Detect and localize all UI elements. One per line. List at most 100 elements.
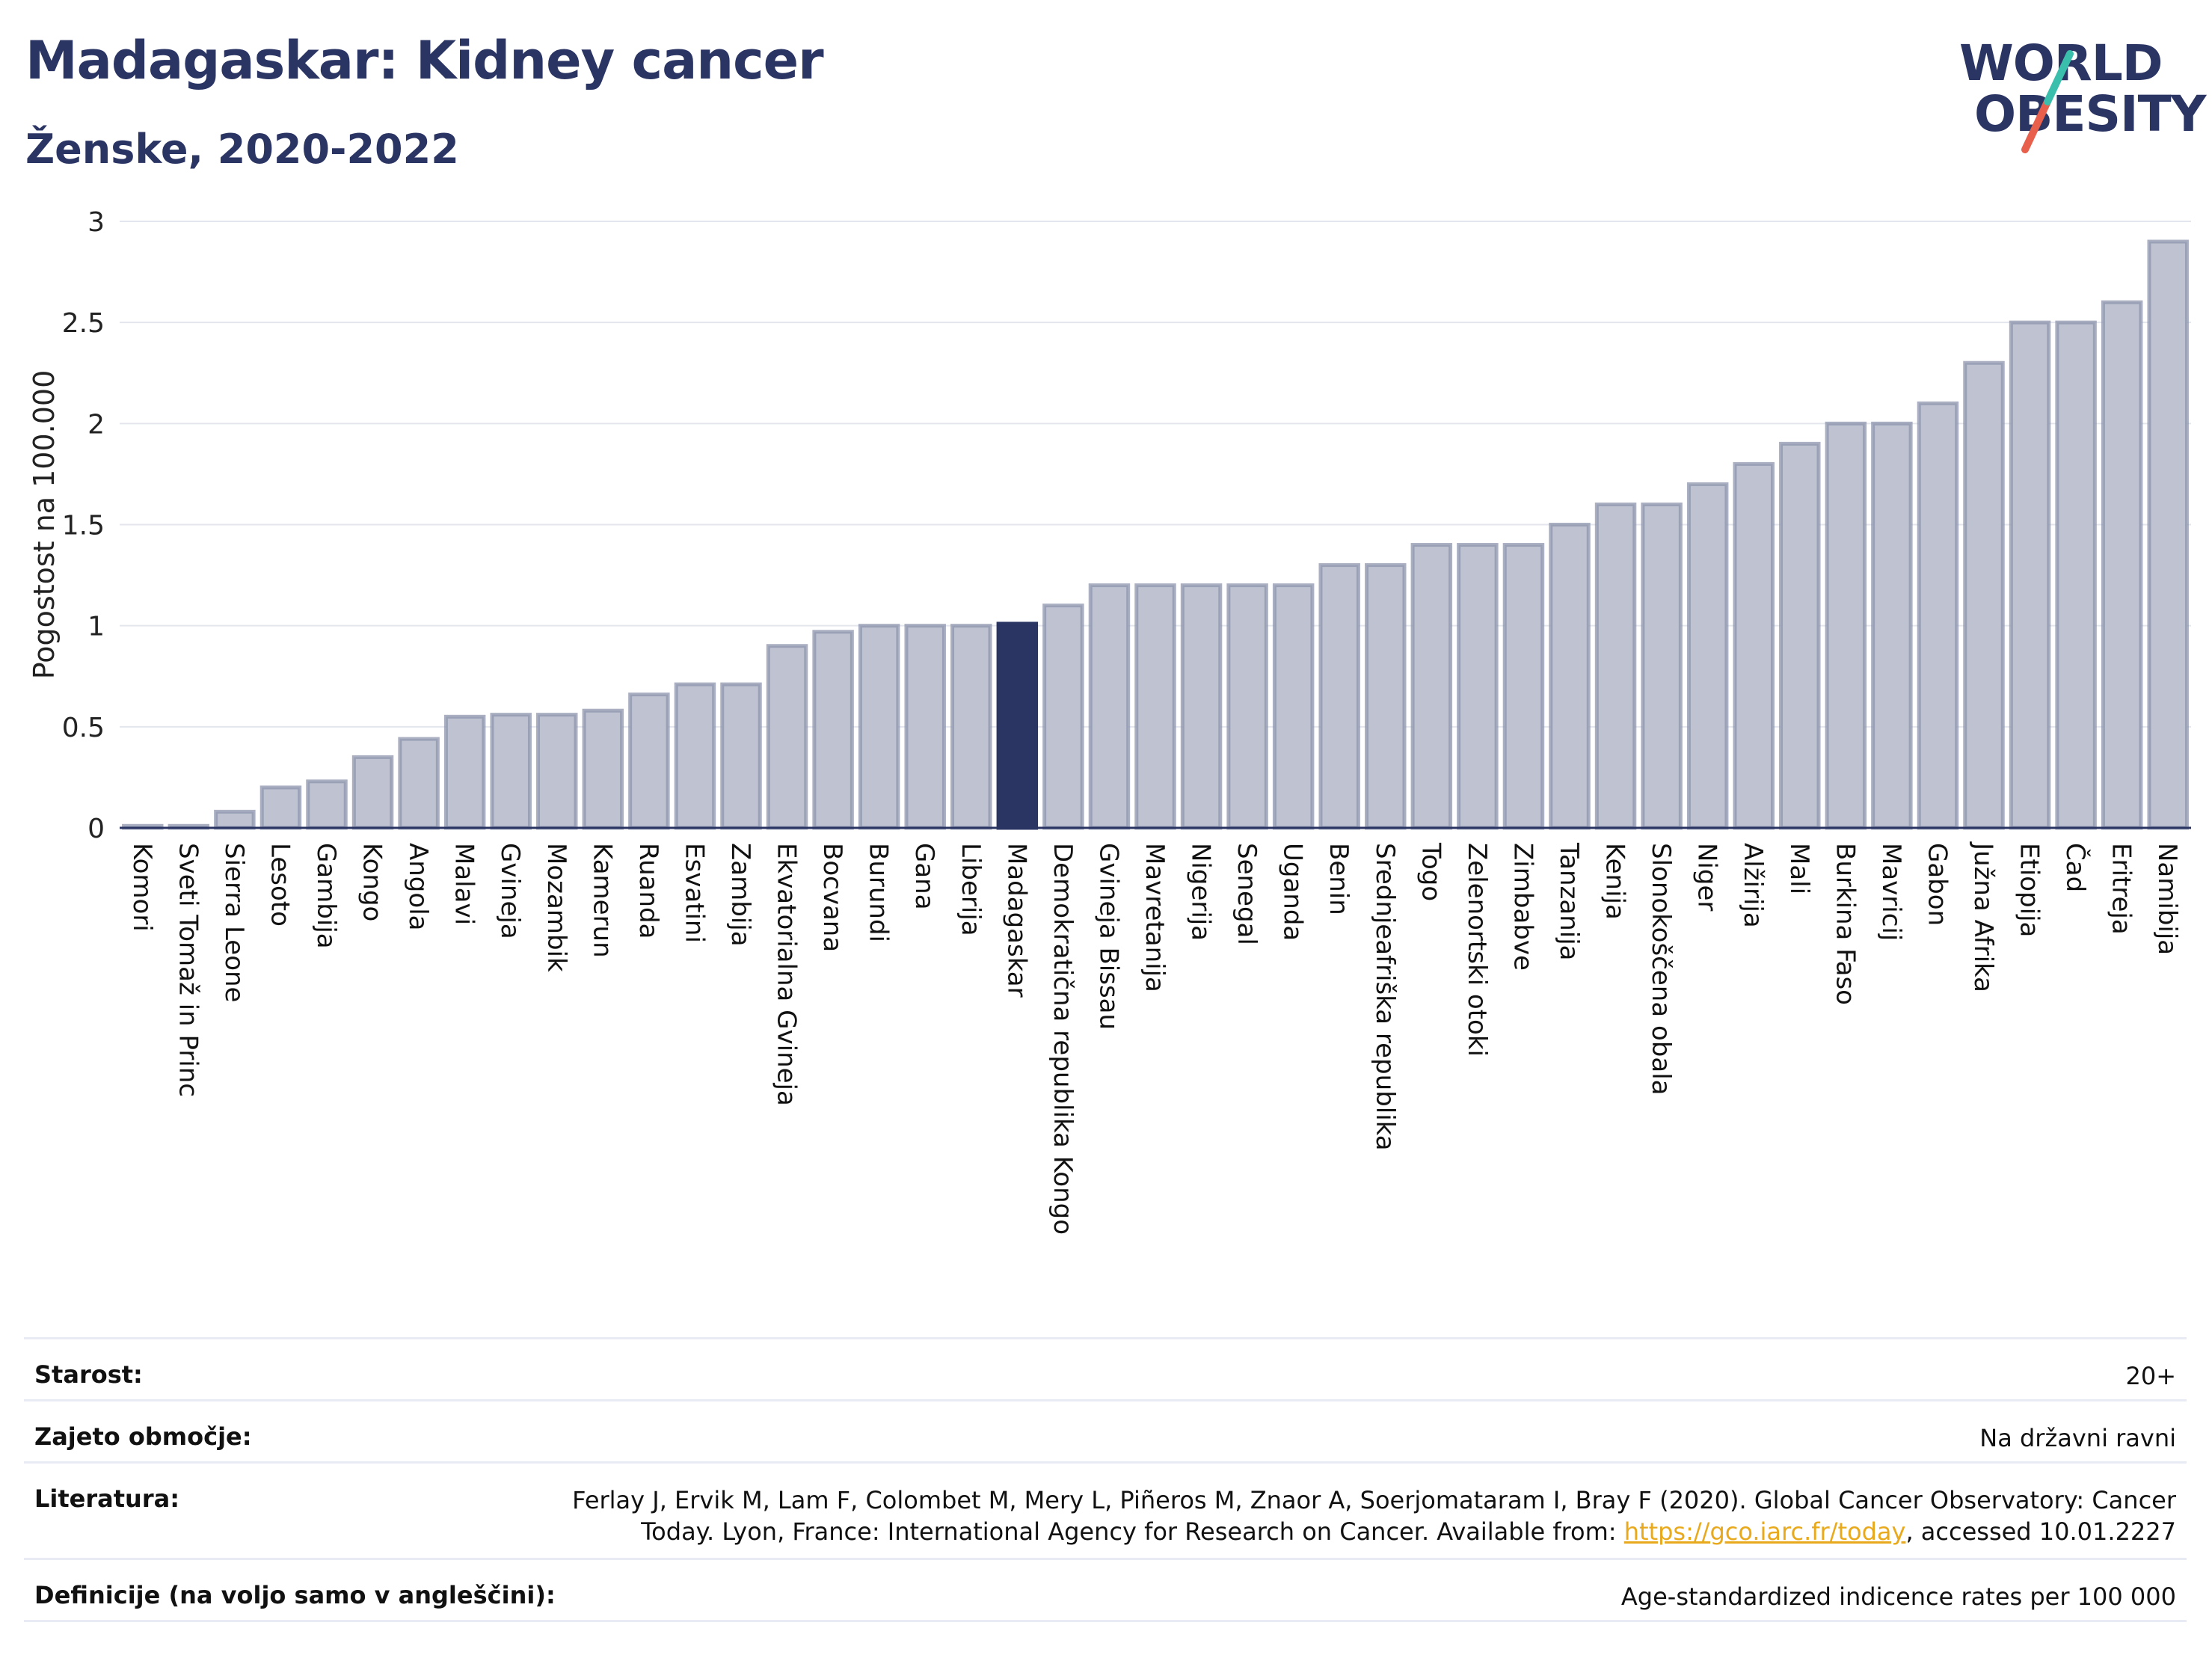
logo-line-2: OBESITY — [1974, 85, 2206, 143]
x-tick-label: Ruanda — [633, 843, 663, 939]
x-tick-label: Malavi — [449, 843, 479, 925]
bar — [259, 785, 302, 830]
y-tick-label: 2.5 — [62, 308, 105, 339]
bar — [306, 779, 348, 830]
x-tick-label: Kamerun — [587, 843, 617, 958]
meta-row-definitions: Definicije (na voljo samo v angleščini):… — [24, 1558, 2187, 1620]
bar — [1917, 401, 1959, 830]
bar — [1226, 583, 1268, 830]
bar — [351, 755, 394, 830]
x-tick-label: Mali — [1784, 843, 1814, 894]
x-tick-label: Lesoto — [265, 843, 295, 927]
x-tick-label: Bocvana — [817, 843, 847, 952]
y-tick-label: 0.5 — [62, 713, 105, 743]
y-tick-label: 1.5 — [62, 511, 105, 541]
bar — [1825, 421, 1867, 830]
x-tick-label: Mavretanija — [1140, 843, 1170, 992]
x-tick-label: Gabon — [1922, 843, 1952, 926]
bar — [1502, 543, 1545, 830]
x-tick-label: Slonokoščena obala — [1646, 843, 1676, 1095]
x-tick-label: Madagaskar — [1001, 843, 1031, 998]
bar-highlight — [996, 621, 1039, 830]
x-tick-label: Srednjeafriška republika — [1370, 843, 1400, 1151]
bar — [1686, 482, 1729, 830]
bar — [1594, 502, 1637, 830]
bar — [1779, 441, 1821, 830]
age-value: 20+ — [2125, 1362, 2176, 1390]
x-tick-label: Etiopija — [2015, 843, 2044, 937]
y-axis-label: Pogostost na 100.000 — [28, 370, 61, 680]
bar — [2101, 300, 2143, 830]
metadata-table: Starost: 20+ Zajeto območje: Na državni … — [24, 1337, 2187, 1622]
bar — [1733, 461, 1775, 830]
references-value: Ferlay J, Ervik M, Lam F, Colombet M, Me… — [572, 1484, 2176, 1547]
x-tick-label: Zimbabve — [1508, 843, 1537, 971]
bar — [536, 713, 578, 830]
bar — [904, 624, 946, 830]
references-line-2-pre: Today. Lyon, France: International Agenc… — [641, 1517, 1624, 1546]
x-tick-label: Demokratična republika Kongo — [1048, 843, 1078, 1235]
bar — [1134, 583, 1176, 830]
y-tick-label: 0 — [87, 814, 105, 844]
x-tick-label: Kongo — [357, 843, 387, 921]
references-line-2-post: , accessed 10.01.2227 — [1905, 1517, 2176, 1546]
x-tick-label: Tanzanija — [1554, 842, 1584, 960]
x-tick-label: Namibija — [2152, 843, 2182, 955]
x-tick-label: Komori — [127, 843, 157, 932]
logo-slash-icon — [2021, 50, 2074, 153]
chart-title: Madagaskar: Kidney cancer — [25, 30, 824, 91]
x-tick-label: Benin — [1324, 843, 1354, 915]
x-tick-label: Kenija — [1600, 843, 1630, 920]
y-tick-label: 1 — [87, 612, 105, 642]
definitions-label: Definicije (na voljo samo v angleščini): — [34, 1581, 556, 1609]
bar — [2009, 320, 2051, 830]
x-tick-label: Nigerija — [1186, 843, 1216, 941]
x-tick-label: Angola — [403, 843, 433, 930]
references-line-2: Today. Lyon, France: International Agenc… — [572, 1516, 2176, 1547]
coverage-label: Zajeto območje: — [34, 1422, 252, 1451]
bar — [858, 624, 900, 830]
references-line-1: Ferlay J, Ervik M, Lam F, Colombet M, Me… — [572, 1486, 2176, 1514]
bar — [2147, 239, 2189, 830]
x-tick-label: Gvineja — [495, 843, 525, 939]
bar — [1410, 543, 1453, 830]
bar — [628, 693, 670, 830]
x-tick-label: Alžirija — [1738, 843, 1768, 928]
bar-chart: 0 0.5 1 1.5 2 2.5 3 Pogostost na 100.000 Komori S… — [28, 207, 2191, 1235]
bar — [1871, 421, 1913, 830]
x-tick-label: Mozambik — [541, 843, 571, 972]
bar — [2055, 320, 2097, 830]
x-tick-label: Južna Afrika — [1968, 841, 1998, 992]
bar — [1457, 543, 1499, 830]
definitions-value: Age-standardized indicence rates per 100… — [1620, 1582, 2176, 1611]
x-tick-label: Senegal — [1232, 843, 1262, 945]
x-tick-label: Eritreja — [2107, 843, 2136, 935]
bar — [1963, 360, 2005, 830]
y-tick-label: 2 — [87, 409, 105, 440]
x-tick-label: Niger — [1692, 843, 1722, 911]
bar — [1088, 583, 1131, 830]
x-tick-label: Ekvatorialna Gvineja — [772, 843, 802, 1106]
meta-row-age: Starost: 20+ — [24, 1337, 2187, 1399]
x-tick-label: Burundi — [864, 843, 894, 942]
bar — [398, 737, 440, 830]
x-tick-label: Sierra Leone — [219, 843, 249, 1002]
bar — [1042, 604, 1084, 830]
x-tick-label: Mavricij — [1876, 843, 1906, 941]
x-tick-label: Burkina Faso — [1830, 843, 1860, 1005]
bar — [214, 809, 256, 830]
y-tick-label: 3 — [87, 207, 105, 238]
x-tick-label: Zambija — [725, 843, 755, 947]
bar — [1641, 502, 1683, 830]
references-label: Literatura: — [34, 1484, 179, 1513]
world-obesity-logo: WORLD OBESITY — [1944, 30, 2206, 157]
meta-row-references: Literatura: Ferlay J, Ervik M, Lam F, Co… — [24, 1461, 2187, 1558]
x-tick-label: Sveti Tomaž in Princ — [173, 843, 203, 1097]
bar — [950, 624, 992, 830]
x-tick-label: Gvineja Bissau — [1093, 843, 1123, 1030]
references-link[interactable]: https://gco.iarc.fr/today — [1623, 1517, 1906, 1546]
bar — [812, 630, 854, 830]
x-tick-label: Togo — [1416, 842, 1446, 901]
bar — [1318, 563, 1360, 830]
bar — [1272, 583, 1315, 830]
